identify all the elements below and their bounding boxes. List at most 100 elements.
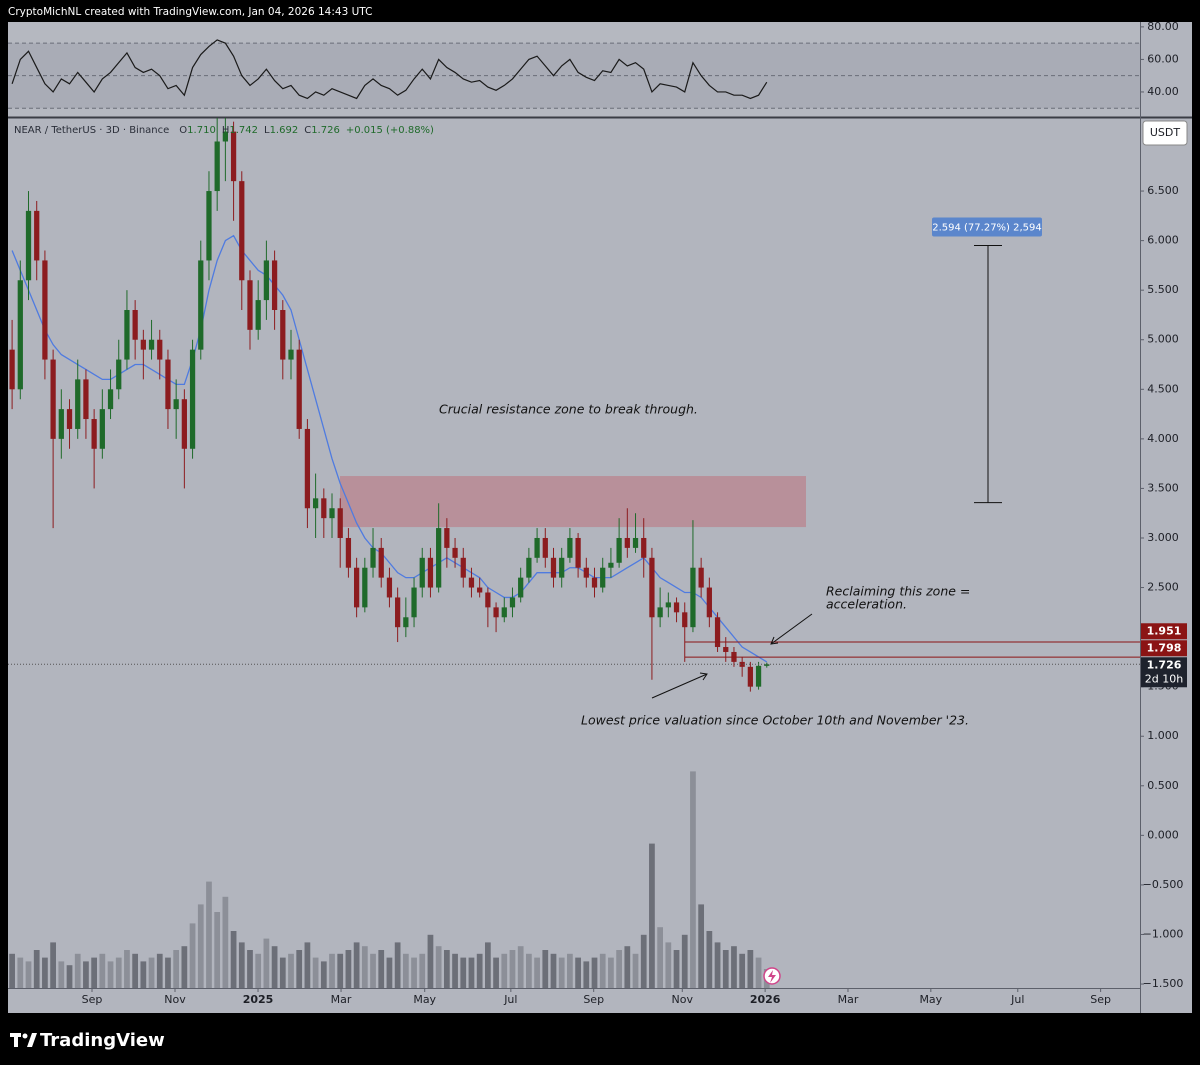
volume-bar bbox=[509, 950, 516, 988]
volume-bar bbox=[99, 953, 106, 988]
volume-bar bbox=[238, 942, 245, 988]
volume-bar bbox=[493, 957, 499, 988]
candle-body bbox=[107, 389, 114, 410]
candle-body bbox=[148, 339, 155, 350]
candle-body bbox=[83, 379, 89, 420]
volume-bar bbox=[9, 953, 15, 988]
legend-key: O bbox=[179, 125, 187, 136]
candle-body bbox=[214, 141, 220, 192]
volume-bar bbox=[624, 946, 631, 988]
candle-body bbox=[411, 587, 417, 618]
candle-body bbox=[337, 508, 343, 538]
volume-bar bbox=[731, 946, 737, 988]
volume-bar bbox=[608, 957, 614, 988]
candle-body bbox=[312, 498, 319, 509]
candle-body bbox=[632, 537, 639, 548]
volume-bar bbox=[140, 961, 147, 988]
volume-bar bbox=[214, 912, 221, 988]
volume-bar bbox=[42, 957, 48, 988]
volume-bar bbox=[632, 953, 639, 988]
x-tick-label: May bbox=[413, 993, 436, 1006]
volume-bar bbox=[755, 957, 762, 988]
volume-bar bbox=[583, 961, 590, 988]
annotation: Crucial resistance zone to break through… bbox=[439, 402, 698, 417]
volume-bar bbox=[181, 946, 188, 988]
candle-body bbox=[50, 359, 56, 439]
volume-bar bbox=[673, 950, 680, 988]
y-tick-label: 3.000 bbox=[1147, 531, 1179, 544]
volume-bar bbox=[501, 953, 508, 988]
candle-body bbox=[583, 567, 589, 578]
y-tick-label: 5.500 bbox=[1147, 283, 1179, 296]
currency-box[interactable] bbox=[1142, 120, 1188, 146]
candle-body bbox=[25, 210, 32, 281]
volume-bar bbox=[17, 957, 24, 988]
candle-body bbox=[706, 587, 712, 618]
candle-body bbox=[263, 260, 270, 301]
legend-change: +0.015 (+0.88%) bbox=[346, 125, 434, 136]
footer-logo: TradingView bbox=[40, 1030, 165, 1051]
volume-bar bbox=[124, 950, 130, 988]
candle-body bbox=[247, 280, 253, 330]
volume-bar bbox=[739, 953, 746, 988]
arrow-head bbox=[770, 636, 779, 645]
candle-body bbox=[91, 419, 97, 449]
candle-body bbox=[255, 300, 261, 330]
candle-body bbox=[600, 567, 606, 588]
legend-value: 1.726 bbox=[311, 125, 340, 136]
volume-bar bbox=[329, 953, 335, 988]
rsi-tick-label: 80.00 bbox=[1147, 20, 1179, 33]
volume-bar bbox=[304, 942, 311, 988]
legend-value: 1.692 bbox=[270, 125, 299, 136]
candle-body bbox=[198, 260, 204, 350]
candle-body bbox=[542, 537, 548, 558]
x-tick-label: Jul bbox=[503, 993, 517, 1006]
volume-bar bbox=[411, 957, 417, 988]
candle-body bbox=[42, 260, 48, 360]
volume-bar bbox=[312, 957, 319, 988]
candle-body bbox=[230, 131, 237, 182]
y-tick-label: 6.000 bbox=[1147, 234, 1179, 247]
volume-bar bbox=[255, 953, 262, 988]
volume-bar bbox=[345, 950, 352, 988]
price-plot: 2.594 (77.27%) 2,594 bbox=[8, 118, 1140, 988]
volume-bar bbox=[370, 953, 376, 988]
x-tick-label: Nov bbox=[672, 993, 694, 1006]
candle-body bbox=[296, 349, 302, 429]
volume-bar bbox=[115, 957, 122, 988]
candle-body bbox=[452, 547, 458, 558]
legend-key: L bbox=[264, 125, 270, 136]
rsi-tick-label: 60.00 bbox=[1147, 52, 1179, 65]
x-tick-label: Mar bbox=[838, 993, 859, 1006]
candle-body bbox=[526, 557, 532, 578]
candle-body bbox=[690, 567, 696, 628]
y-tick-label: −1.500 bbox=[1143, 977, 1184, 990]
x-tick-label: May bbox=[919, 993, 942, 1006]
volume-bar bbox=[83, 961, 89, 988]
y-tick-label: 4.000 bbox=[1147, 432, 1179, 445]
y-tick-label: −0.500 bbox=[1143, 878, 1184, 891]
volume-bar bbox=[402, 953, 409, 988]
rsi-tick-label: 40.00 bbox=[1147, 85, 1179, 98]
candle-body bbox=[444, 528, 450, 548]
countdown-label: 2d 10h bbox=[1145, 672, 1183, 685]
candle-body bbox=[559, 557, 565, 578]
candle-body bbox=[591, 577, 598, 588]
candle-body bbox=[321, 498, 327, 519]
volume-bar bbox=[353, 942, 360, 988]
volume-bar bbox=[468, 957, 475, 988]
x-tick-label: Sep bbox=[82, 993, 103, 1006]
candle-body bbox=[747, 666, 753, 687]
measure-label-box bbox=[932, 217, 1042, 237]
candle-body bbox=[206, 191, 212, 261]
candle-body bbox=[58, 409, 64, 439]
candle-body bbox=[468, 577, 475, 588]
rsi-band-fill bbox=[8, 43, 1140, 109]
volume-bar bbox=[681, 934, 688, 988]
annotation: Lowest price valuation since October 10t… bbox=[581, 713, 969, 728]
volume-bar bbox=[714, 942, 721, 988]
x-tick-label: Mar bbox=[331, 993, 352, 1006]
candle-body bbox=[641, 537, 647, 558]
volume-bar bbox=[443, 950, 450, 988]
candle-body bbox=[66, 409, 73, 429]
